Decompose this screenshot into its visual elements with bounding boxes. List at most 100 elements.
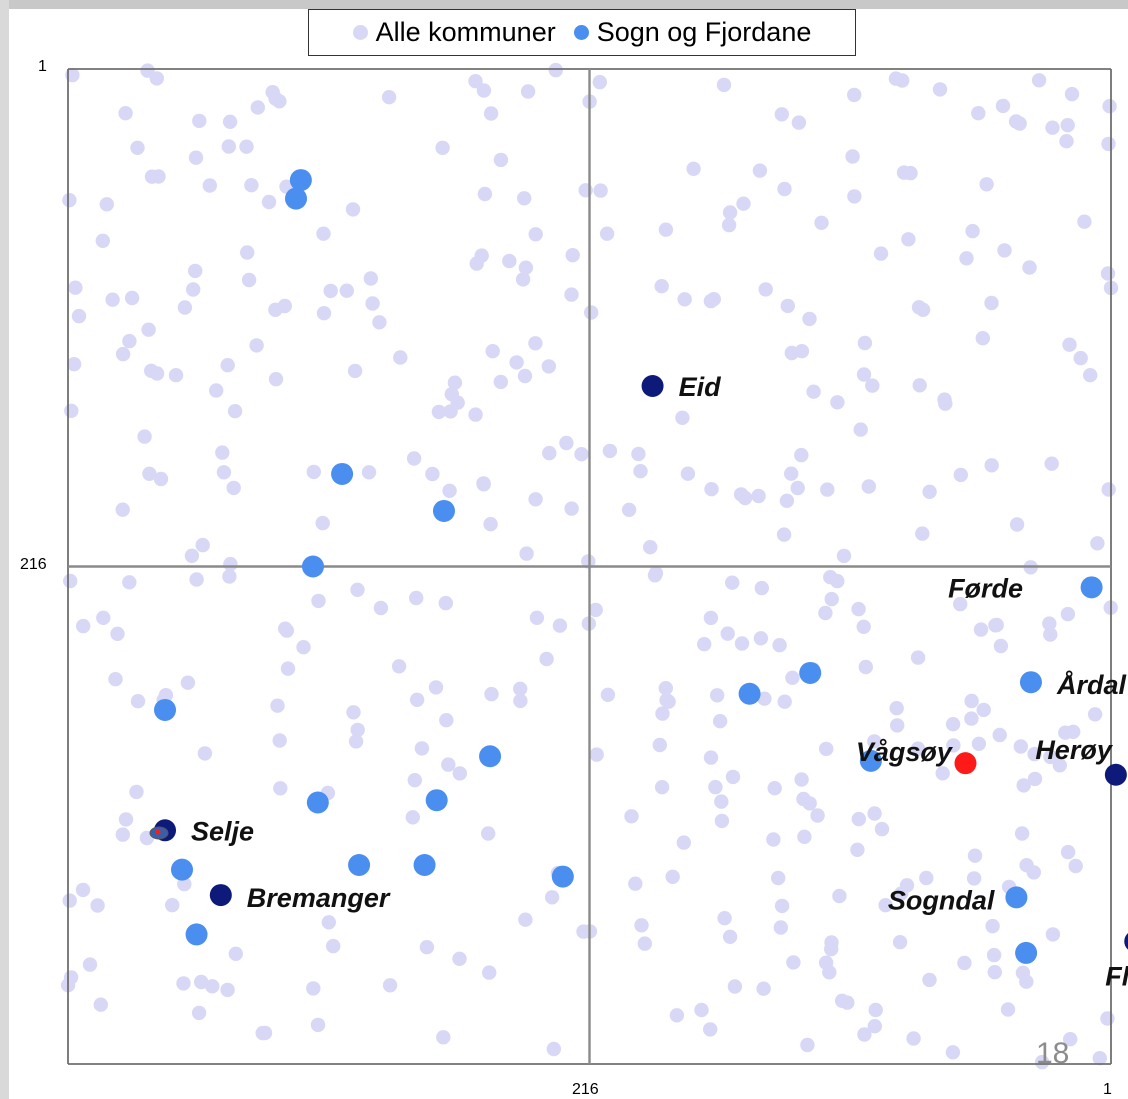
sogn-fjordane-point xyxy=(551,865,574,888)
background-point xyxy=(1077,214,1092,229)
background-point xyxy=(633,464,648,479)
background-point xyxy=(966,871,982,886)
background-point xyxy=(202,178,217,193)
background-point xyxy=(484,686,499,702)
background-point xyxy=(481,826,496,841)
sogn-fjordane-point xyxy=(413,854,436,876)
background-point xyxy=(675,410,690,425)
background-point xyxy=(810,808,825,823)
chart-legend: Alle kommuner Sogn og Fjordane xyxy=(308,9,856,56)
background-point xyxy=(1019,974,1034,989)
background-point xyxy=(350,582,365,597)
y-tick-mid: 216 xyxy=(20,556,47,573)
background-point xyxy=(652,737,667,753)
background-point xyxy=(1019,858,1034,873)
background-point xyxy=(546,1041,561,1057)
background-point xyxy=(703,750,719,765)
background-point xyxy=(1100,1011,1115,1026)
background-point xyxy=(108,672,123,687)
background-point xyxy=(995,98,1011,114)
background-point xyxy=(409,590,424,606)
background-point xyxy=(539,651,554,667)
background-point xyxy=(953,596,968,612)
background-point xyxy=(906,1031,921,1046)
legend-dot-icon xyxy=(573,25,589,40)
background-point xyxy=(502,253,517,269)
background-point xyxy=(734,636,750,651)
background-point xyxy=(814,215,829,230)
background-point xyxy=(142,466,157,481)
background-point xyxy=(600,687,616,702)
background-point xyxy=(910,650,926,665)
background-point xyxy=(621,502,637,517)
point-label: Flora xyxy=(1105,961,1128,991)
background-point xyxy=(957,955,972,971)
background-point xyxy=(752,163,768,178)
background-point xyxy=(63,970,79,985)
background-point xyxy=(1043,627,1058,642)
background-point xyxy=(878,898,893,913)
background-point xyxy=(945,1045,961,1060)
background-point xyxy=(889,701,904,716)
background-point xyxy=(932,82,948,97)
background-point xyxy=(1052,758,1068,773)
background-point xyxy=(244,178,259,193)
background-point xyxy=(903,165,918,181)
legend-dot-icon xyxy=(352,25,368,40)
background-point xyxy=(64,403,79,418)
point-labels-layer: Eid Selje Bremanger Førde Årdal Vågsøy Herøy So… xyxy=(191,372,1128,991)
background-point xyxy=(409,692,425,707)
sogn-fjordane-point xyxy=(306,791,329,814)
background-point xyxy=(130,694,146,709)
background-point xyxy=(592,74,607,90)
background-point xyxy=(973,622,989,637)
point-label: Årdal xyxy=(1056,669,1127,700)
background-point xyxy=(528,492,543,507)
background-point xyxy=(654,279,669,294)
background-point xyxy=(599,226,615,241)
background-point xyxy=(754,580,769,596)
background-point xyxy=(851,601,866,617)
x-tick-right: 1 xyxy=(1103,1081,1112,1098)
background-point xyxy=(177,300,193,315)
background-point xyxy=(722,929,738,944)
background-point xyxy=(669,1008,685,1023)
background-point xyxy=(589,747,604,762)
background-point xyxy=(790,480,805,496)
background-point xyxy=(68,280,83,295)
background-point xyxy=(697,637,712,652)
background-point xyxy=(249,338,264,353)
background-point xyxy=(381,90,397,105)
background-point xyxy=(468,74,483,89)
background-point xyxy=(268,372,284,387)
background-point xyxy=(1042,616,1057,631)
sogn-fjordane-point xyxy=(301,555,324,578)
background-point xyxy=(857,1027,872,1042)
background-point xyxy=(867,806,882,821)
background-point xyxy=(278,621,293,636)
background-point xyxy=(222,569,237,584)
background-point xyxy=(847,189,862,204)
background-point xyxy=(964,711,979,726)
background-point xyxy=(255,1025,270,1041)
background-point xyxy=(736,196,751,211)
background-point xyxy=(227,404,243,419)
background-point xyxy=(850,842,865,857)
background-point xyxy=(628,876,643,891)
background-point xyxy=(141,322,156,337)
background-point xyxy=(637,936,652,951)
background-point xyxy=(658,222,674,237)
background-point xyxy=(953,467,968,483)
top-border-bar xyxy=(0,0,1128,9)
background-point xyxy=(712,714,728,729)
background-point xyxy=(824,941,839,957)
background-point xyxy=(593,183,608,198)
background-point xyxy=(184,548,200,563)
background-point xyxy=(1083,368,1098,383)
background-point xyxy=(306,464,321,480)
background-point xyxy=(830,395,845,410)
background-point xyxy=(350,722,365,738)
background-point xyxy=(541,359,556,374)
background-point xyxy=(915,526,930,541)
background-point xyxy=(845,149,860,164)
